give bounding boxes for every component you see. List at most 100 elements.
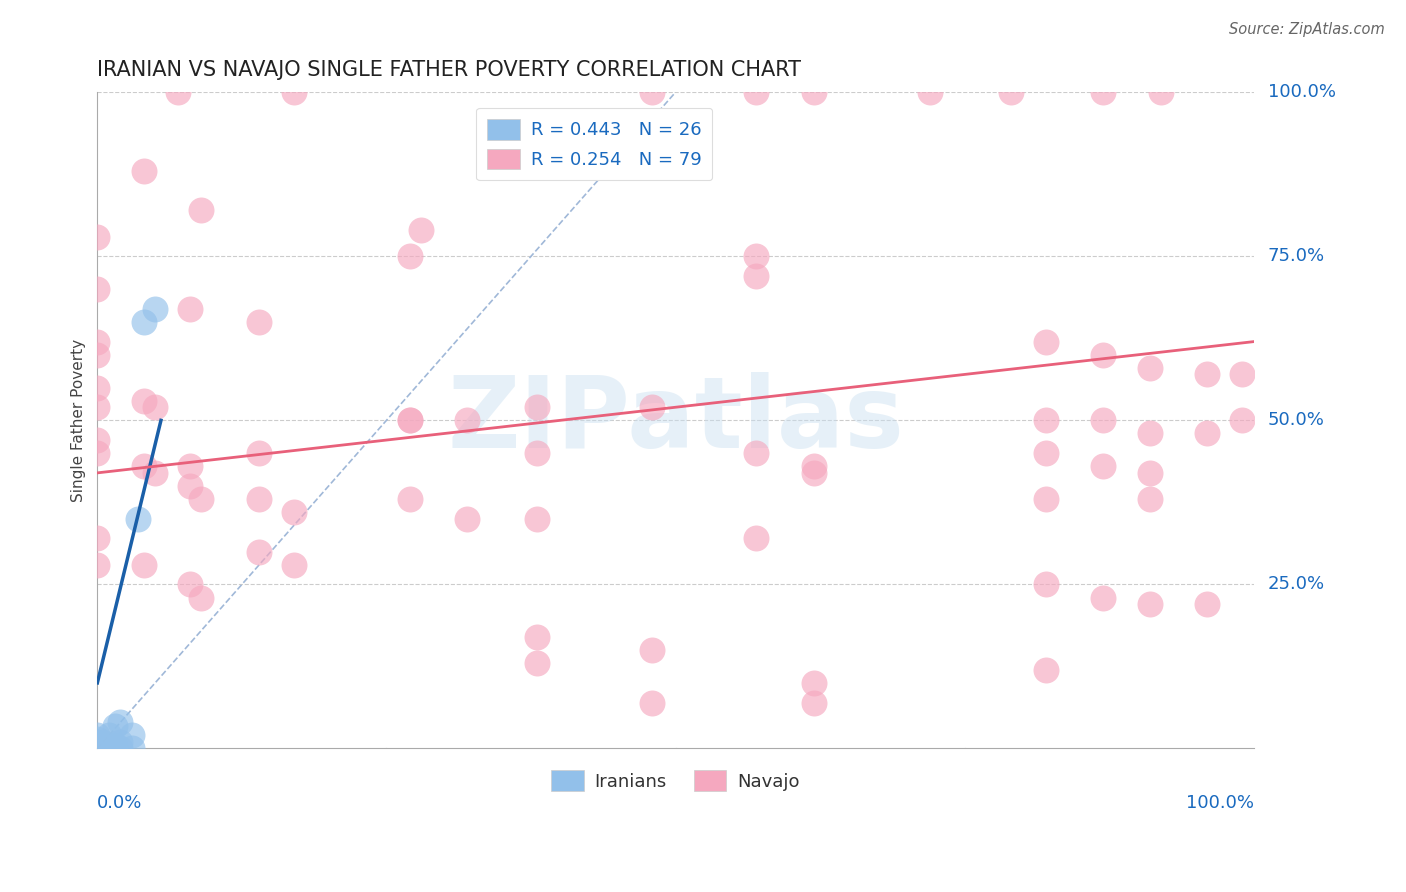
Text: 50.0%: 50.0%: [1268, 411, 1324, 429]
Point: [91, 735, 114, 749]
Point: [86, 558, 108, 572]
Point: [86, 334, 108, 349]
Point: [86, 532, 108, 546]
Text: IRANIAN VS NAVAJO SINGLE FATHER POVERTY CORRELATION CHART: IRANIAN VS NAVAJO SINGLE FATHER POVERTY …: [97, 60, 801, 79]
Point: [167, 85, 190, 99]
Point: [641, 85, 664, 99]
Point: [86, 741, 108, 756]
Point: [179, 479, 201, 493]
Point: [1230, 413, 1253, 427]
Point: [97, 741, 120, 756]
Point: [1139, 360, 1161, 375]
Point: [86, 229, 108, 244]
Point: [745, 85, 768, 99]
Point: [132, 164, 155, 178]
Point: [86, 738, 108, 752]
Point: [247, 544, 270, 558]
Point: [179, 301, 201, 316]
Point: [86, 735, 108, 749]
Point: [91, 741, 114, 756]
Point: [1139, 492, 1161, 507]
Text: ZIPatlas: ZIPatlas: [447, 372, 904, 469]
Point: [1035, 446, 1057, 460]
Point: [1035, 334, 1057, 349]
Point: [86, 741, 108, 756]
Point: [641, 696, 664, 710]
Point: [190, 591, 212, 605]
Point: [803, 459, 825, 474]
Point: [1197, 597, 1219, 611]
Point: [398, 413, 420, 427]
Text: 100.0%: 100.0%: [1268, 83, 1336, 102]
Point: [745, 446, 768, 460]
Point: [526, 401, 548, 415]
Point: [1035, 413, 1057, 427]
Point: [803, 466, 825, 480]
Point: [104, 741, 127, 756]
Point: [803, 85, 825, 99]
Point: [1035, 492, 1057, 507]
Point: [132, 558, 155, 572]
Point: [1035, 663, 1057, 677]
Point: [121, 741, 143, 756]
Point: [1092, 85, 1115, 99]
Point: [1092, 591, 1115, 605]
Text: 0.0%: 0.0%: [97, 795, 143, 813]
Legend: Iranians, Navajo: Iranians, Navajo: [544, 764, 807, 798]
Point: [1230, 368, 1253, 382]
Point: [745, 532, 768, 546]
Point: [283, 558, 305, 572]
Point: [641, 401, 664, 415]
Point: [190, 203, 212, 218]
Point: [91, 738, 114, 752]
Point: [803, 676, 825, 690]
Point: [86, 433, 108, 447]
Point: [247, 492, 270, 507]
Point: [104, 718, 127, 732]
Point: [398, 413, 420, 427]
Point: [1139, 597, 1161, 611]
Text: 75.0%: 75.0%: [1268, 247, 1324, 265]
Point: [86, 348, 108, 362]
Point: [1092, 459, 1115, 474]
Point: [1000, 85, 1022, 99]
Point: [641, 643, 664, 657]
Point: [86, 741, 108, 756]
Point: [86, 401, 108, 415]
Point: [86, 741, 108, 756]
Point: [86, 446, 108, 460]
Point: [526, 656, 548, 670]
Point: [1150, 85, 1173, 99]
Point: [456, 512, 478, 526]
Text: 100.0%: 100.0%: [1185, 795, 1254, 813]
Point: [86, 741, 108, 756]
Point: [190, 492, 212, 507]
Point: [1035, 577, 1057, 591]
Point: [104, 738, 127, 752]
Point: [526, 512, 548, 526]
Point: [179, 459, 201, 474]
Point: [97, 738, 120, 752]
Point: [745, 249, 768, 263]
Point: [745, 268, 768, 283]
Point: [97, 728, 120, 742]
Point: [1092, 348, 1115, 362]
Point: [110, 741, 132, 756]
Point: [398, 249, 420, 263]
Point: [411, 223, 433, 237]
Point: [1197, 368, 1219, 382]
Point: [110, 715, 132, 730]
Text: Source: ZipAtlas.com: Source: ZipAtlas.com: [1229, 22, 1385, 37]
Point: [143, 401, 166, 415]
Point: [132, 459, 155, 474]
Point: [1092, 413, 1115, 427]
Y-axis label: Single Father Poverty: Single Father Poverty: [72, 339, 86, 502]
Point: [86, 380, 108, 394]
Point: [398, 492, 420, 507]
Point: [283, 85, 305, 99]
Point: [247, 315, 270, 329]
Point: [143, 301, 166, 316]
Point: [1139, 426, 1161, 441]
Point: [86, 731, 108, 746]
Point: [110, 735, 132, 749]
